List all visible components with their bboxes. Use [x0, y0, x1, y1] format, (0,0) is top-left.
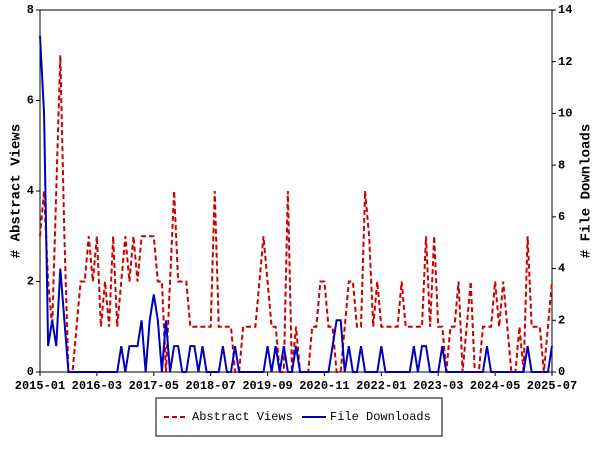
x-tick-label: 2017-05	[129, 379, 179, 393]
legend-label: File Downloads	[330, 410, 431, 424]
y2-tick-label: 12	[558, 55, 572, 69]
y2-tick-label: 2	[558, 313, 565, 327]
y2-tick-label: 8	[558, 158, 565, 172]
y-tick-label: 2	[27, 275, 34, 289]
series-line	[39, 55, 553, 373]
y-tick-label: 0	[27, 365, 34, 379]
x-tick-label: 2015-01	[15, 379, 65, 393]
plot-frame	[39, 9, 553, 373]
y-tick-label: 8	[27, 3, 34, 17]
x-tick-label: 2016-03	[72, 379, 122, 393]
x-tick-label: 2018-07	[185, 379, 235, 393]
y2-tick-label: 14	[558, 3, 572, 17]
y-axis-label: # Abstract Views	[9, 124, 25, 258]
y2-tick-label: 0	[558, 365, 565, 379]
legend-label: Abstract Views	[192, 410, 293, 424]
x-tick-label: 2025-07	[527, 379, 577, 393]
x-tick-label: 2020-11	[299, 379, 349, 393]
y2-tick-label: 10	[558, 107, 572, 121]
y2-tick-label: 6	[558, 210, 565, 224]
x-tick-label: 2023-03	[413, 379, 463, 393]
legend	[155, 397, 443, 437]
y-tick-label: 4	[27, 184, 34, 198]
series-line	[39, 35, 553, 373]
y2-axis-label: # File Downloads	[579, 124, 595, 258]
x-tick-label: 2024-05	[470, 379, 520, 393]
y2-tick-label: 4	[558, 262, 565, 276]
x-tick-label: 2022-01	[356, 379, 406, 393]
x-tick-label: 2019-09	[242, 379, 292, 393]
y-tick-label: 6	[27, 94, 34, 108]
